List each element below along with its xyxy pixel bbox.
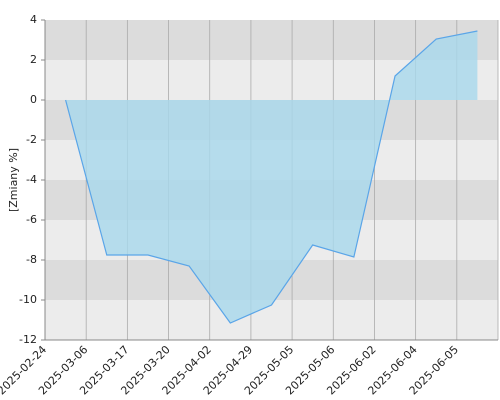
y-tick-label: -10 bbox=[19, 293, 37, 306]
line bbox=[65, 30, 478, 324]
y-tick-label: 2 bbox=[30, 53, 37, 66]
y-tick-label: -4 bbox=[26, 173, 37, 186]
y-axis-label: [Zmiany %] bbox=[7, 148, 20, 212]
grid-band bbox=[45, 300, 498, 340]
y-tick-label: -12 bbox=[19, 333, 37, 346]
y-tick-label: -6 bbox=[26, 213, 37, 226]
y-tick-label: -8 bbox=[26, 253, 37, 266]
y-tick-label: 0 bbox=[30, 93, 37, 106]
y-tick-label: 4 bbox=[30, 13, 37, 26]
y-tick-label: -2 bbox=[26, 133, 37, 146]
area bbox=[65, 31, 478, 323]
